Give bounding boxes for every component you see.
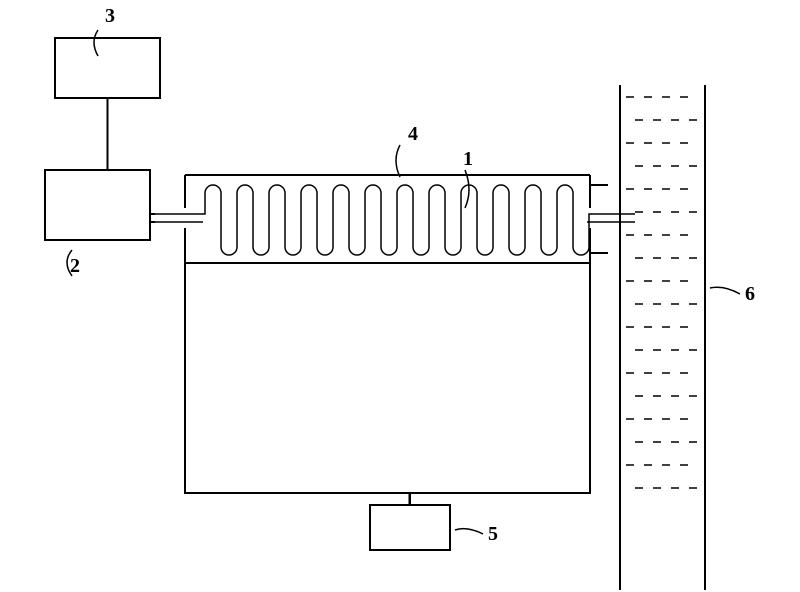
label-6: 6 — [745, 283, 755, 305]
label-3: 3 — [105, 5, 115, 27]
schematic-diagram: 1 2 3 4 5 6 — [0, 0, 800, 592]
label-5: 5 — [488, 523, 498, 545]
label-4: 4 — [408, 123, 418, 145]
label-2: 2 — [70, 255, 80, 277]
label-1: 1 — [463, 148, 473, 170]
